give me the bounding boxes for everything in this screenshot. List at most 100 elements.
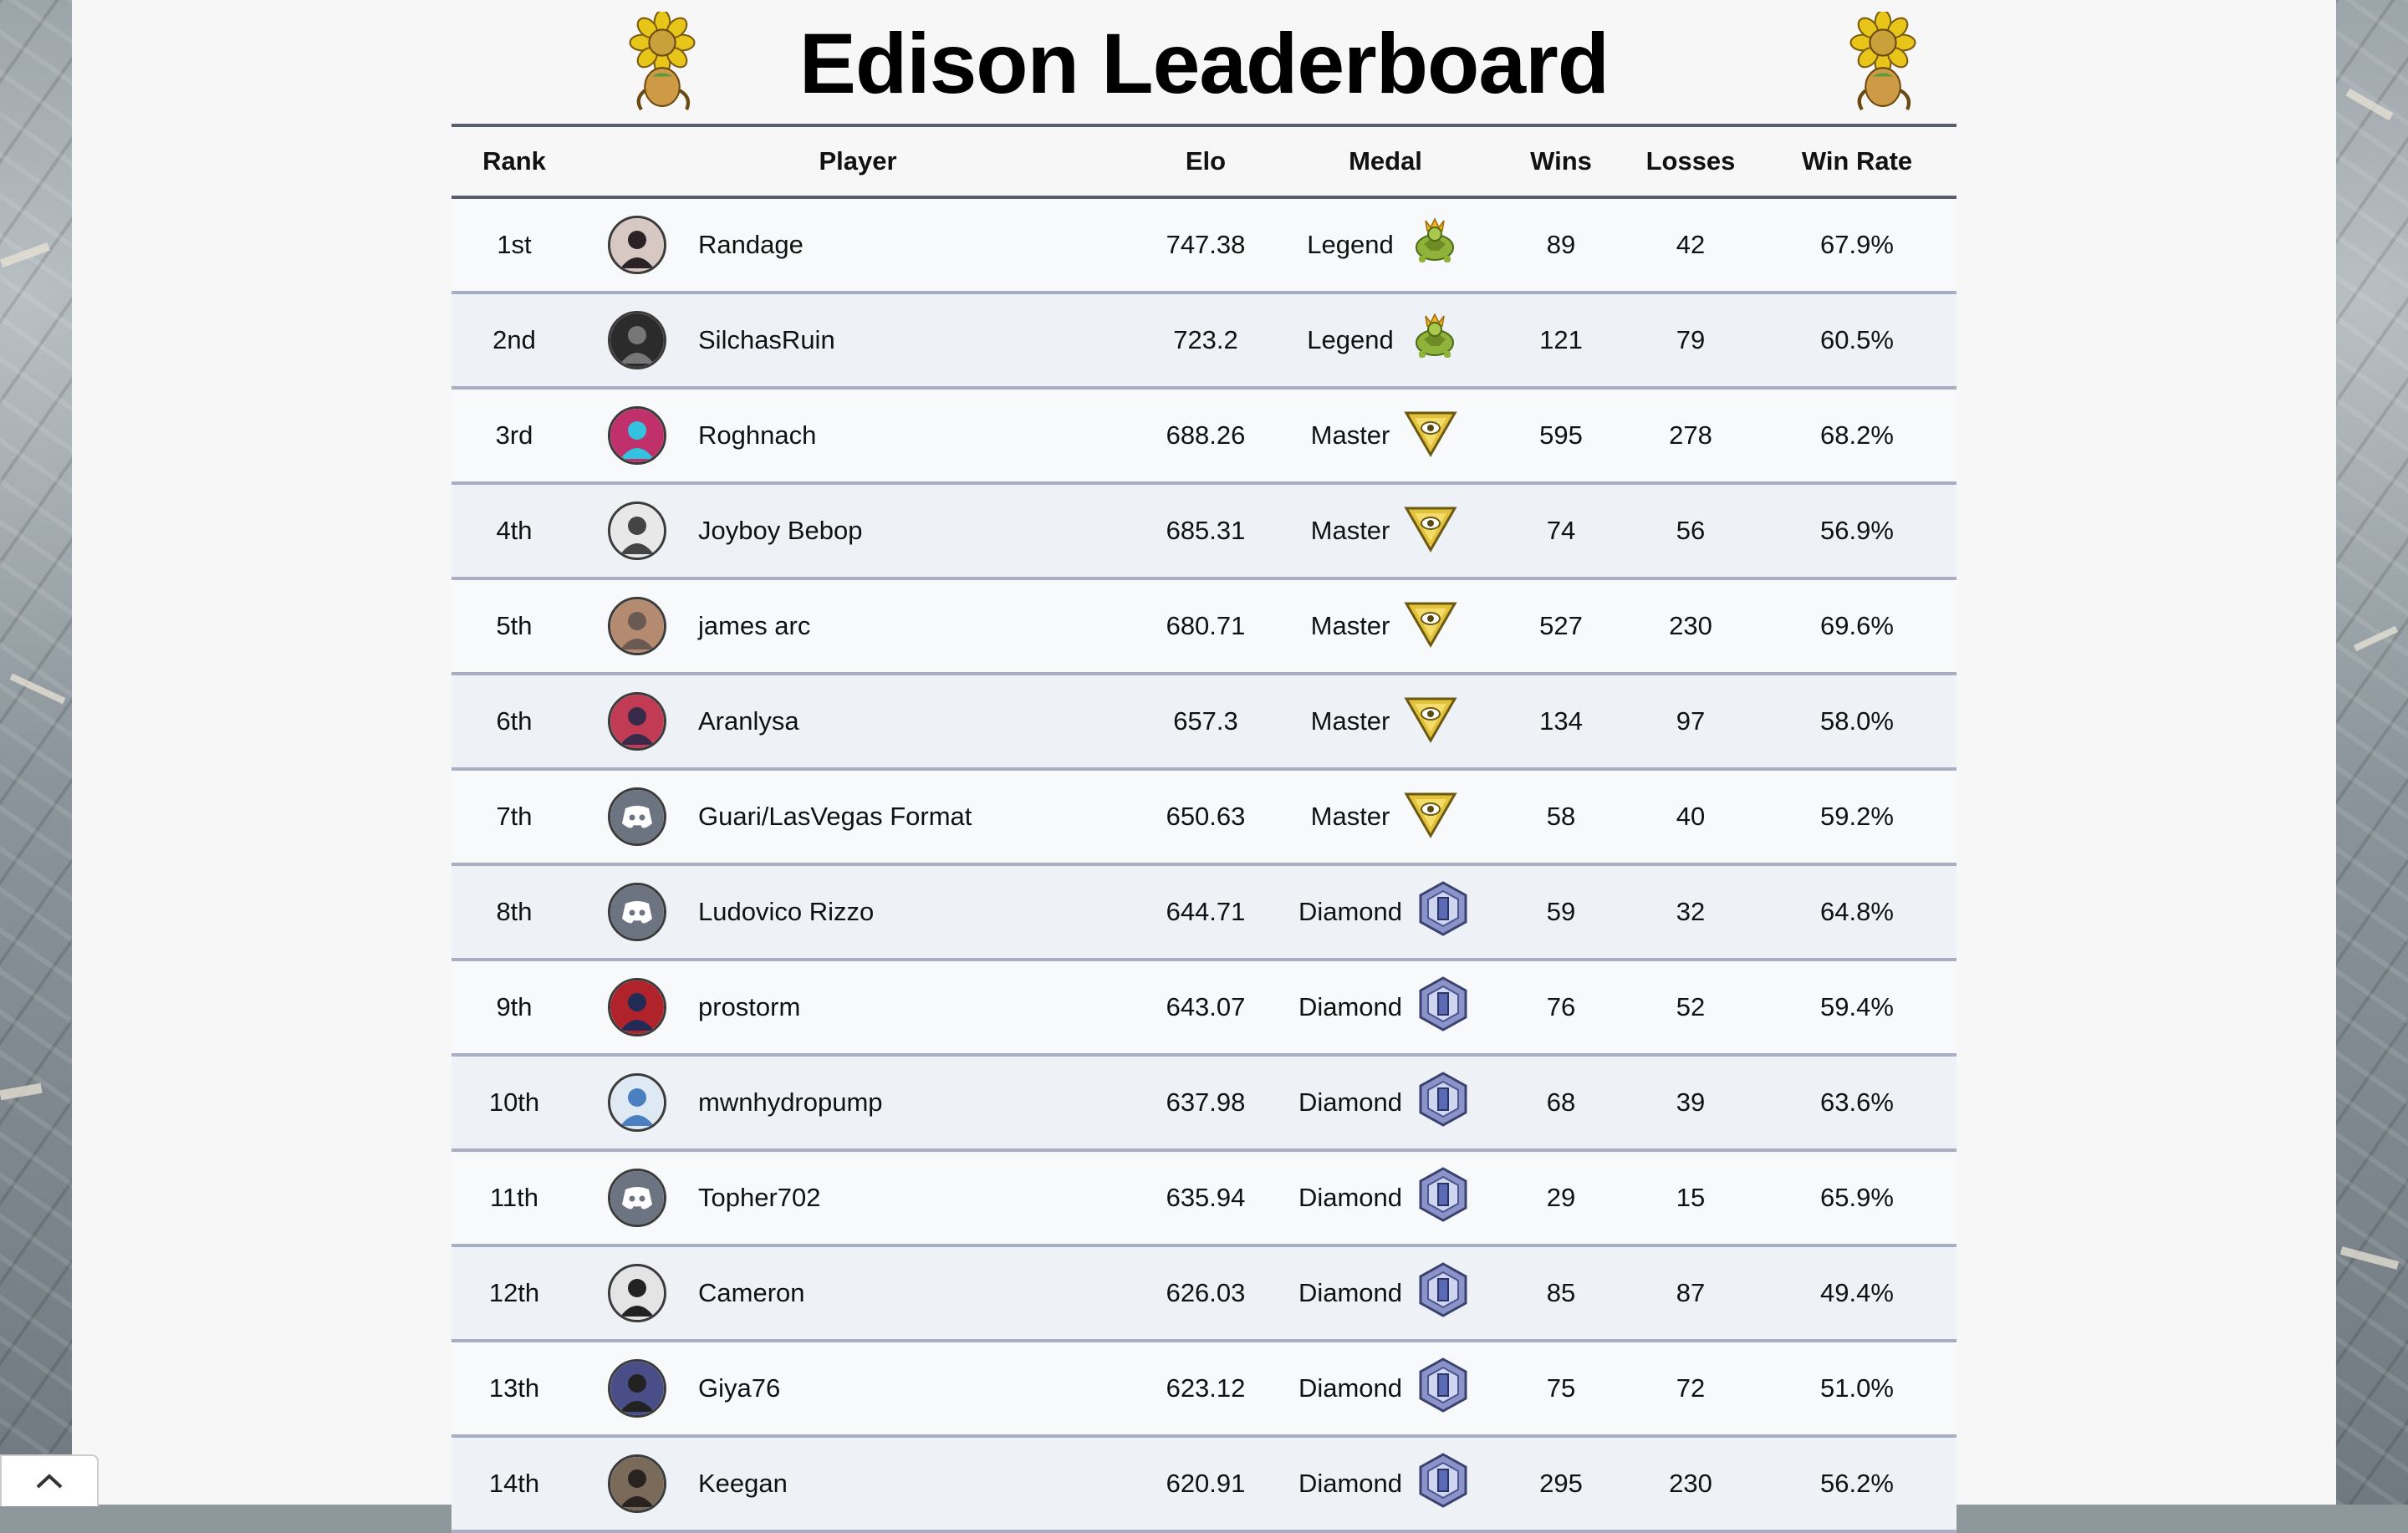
player-name[interactable]: mwnhydropump <box>698 1087 883 1117</box>
avatar[interactable] <box>608 216 666 274</box>
table-row[interactable]: 9th prostorm 643.07 Diamond 76 52 59.4% <box>452 960 1956 1057</box>
diamond-hexagon-icon <box>1414 975 1472 1040</box>
player-cell[interactable]: Giya76 <box>577 1341 1139 1438</box>
table-row[interactable]: 8th Ludovico Rizzo 644.71 Diamond 59 32 64.8% <box>452 864 1956 961</box>
medal-label: Diamond <box>1298 1373 1403 1403</box>
player-cell[interactable]: mwnhydropump <box>577 1055 1139 1152</box>
page-title: Edison Leaderboard <box>798 16 1610 111</box>
wins-cell: 29 <box>1498 1150 1624 1247</box>
table-row[interactable]: 13th Giya76 623.12 Diamond 75 72 51.0% <box>452 1341 1956 1438</box>
sunflower-mascot-icon <box>1849 12 1916 111</box>
player-cell[interactable]: prostorm <box>577 960 1139 1057</box>
medal-cell: Legend <box>1273 293 1498 390</box>
player-cell[interactable]: Keegan <box>577 1436 1139 1533</box>
avatar[interactable] <box>608 502 666 560</box>
medal-cell: Master <box>1273 674 1498 771</box>
medal-label: Master <box>1310 611 1390 640</box>
elo-cell: 623.12 <box>1139 1341 1273 1438</box>
losses-cell: 278 <box>1624 388 1758 485</box>
medal-cell: Legend <box>1273 197 1498 294</box>
player-name[interactable]: Ludovico Rizzo <box>698 897 875 926</box>
rank-cell: 10th <box>452 1055 577 1152</box>
table-row[interactable]: 3rd Roghnach 688.26 Master 595 278 68.2% <box>452 388 1956 485</box>
avatar[interactable] <box>608 311 666 369</box>
column-header-player[interactable]: Player <box>577 124 1139 199</box>
player-name[interactable]: Giya76 <box>698 1373 781 1403</box>
avatar[interactable] <box>608 1073 666 1132</box>
medal-cell: Master <box>1273 769 1498 866</box>
column-header-elo[interactable]: Elo <box>1139 124 1273 199</box>
player-cell[interactable]: SilchasRuin <box>577 293 1139 390</box>
rank-cell: 8th <box>452 864 577 961</box>
wins-cell: 74 <box>1498 483 1624 580</box>
medal-label: Legend <box>1307 230 1394 259</box>
medal-label: Diamond <box>1298 1469 1403 1498</box>
wins-cell: 595 <box>1498 388 1624 485</box>
gold-eye-triangle-icon <box>1401 498 1460 563</box>
losses-cell: 56 <box>1624 483 1758 580</box>
column-header-win-rate[interactable]: Win Rate <box>1758 124 1956 199</box>
leaderboard: Edison Leaderboard <box>452 0 1956 1533</box>
medal-cell: Diamond <box>1273 960 1498 1057</box>
rank-cell: 3rd <box>452 388 577 485</box>
discord-avatar-icon[interactable] <box>608 1169 666 1227</box>
wins-cell: 58 <box>1498 769 1624 866</box>
losses-cell: 72 <box>1624 1341 1758 1438</box>
column-header-medal[interactable]: Medal <box>1273 124 1498 199</box>
diamond-hexagon-icon <box>1414 1070 1472 1135</box>
avatar[interactable] <box>608 406 666 465</box>
elo-cell: 637.98 <box>1139 1055 1273 1152</box>
player-name[interactable]: Cameron <box>698 1278 805 1307</box>
player-name[interactable]: Randage <box>698 230 804 259</box>
player-cell[interactable]: Aranlysa <box>577 674 1139 771</box>
player-cell[interactable]: Ludovico Rizzo <box>577 864 1139 961</box>
medal-cell: Diamond <box>1273 1245 1498 1342</box>
scroll-to-top-button[interactable] <box>0 1454 99 1506</box>
elo-cell: 620.91 <box>1139 1436 1273 1533</box>
gold-eye-triangle-icon <box>1401 784 1460 849</box>
player-name[interactable]: Joyboy Bebop <box>698 516 863 545</box>
table-row[interactable]: 5th james arc 680.71 Master 527 230 69.6% <box>452 578 1956 675</box>
win-rate-cell: 64.8% <box>1758 864 1956 961</box>
table-row[interactable]: 11th Topher702 635.94 Diamond 29 15 65.9% <box>452 1150 1956 1247</box>
losses-cell: 87 <box>1624 1245 1758 1342</box>
table-row[interactable]: 14th Keegan 620.91 Diamond 295 230 56.2% <box>452 1436 1956 1533</box>
player-cell[interactable]: Guari/LasVegas Format <box>577 769 1139 866</box>
avatar[interactable] <box>608 692 666 751</box>
player-name[interactable]: Keegan <box>698 1469 788 1498</box>
table-row[interactable]: 10th mwnhydropump 637.98 Diamond 68 39 63.6% <box>452 1055 1956 1152</box>
avatar[interactable] <box>608 597 666 655</box>
column-header-rank[interactable]: Rank <box>452 124 577 199</box>
player-name[interactable]: Topher702 <box>698 1183 821 1212</box>
player-name[interactable]: Roghnach <box>698 420 817 450</box>
discord-avatar-icon[interactable] <box>608 787 666 846</box>
table-row[interactable]: 1st Randage 747.38 Legend 89 42 67.9% <box>452 197 1956 294</box>
player-cell[interactable]: Cameron <box>577 1245 1139 1342</box>
table-row[interactable]: 12th Cameron 626.03 Diamond 85 87 49.4% <box>452 1245 1956 1342</box>
rank-cell: 6th <box>452 674 577 771</box>
player-cell[interactable]: Randage <box>577 197 1139 294</box>
player-cell[interactable]: james arc <box>577 578 1139 675</box>
table-row[interactable]: 4th Joyboy Bebop 685.31 Master 74 56 56.9% <box>452 483 1956 580</box>
win-rate-cell: 67.9% <box>1758 197 1956 294</box>
player-cell[interactable]: Roghnach <box>577 388 1139 485</box>
player-name[interactable]: prostorm <box>698 992 801 1021</box>
player-name[interactable]: Aranlysa <box>698 706 799 736</box>
table-row[interactable]: 7th Guari/LasVegas Format 650.63 Master 58 40… <box>452 769 1956 866</box>
table-row[interactable]: 6th Aranlysa 657.3 Master 134 97 58.0% <box>452 674 1956 771</box>
column-header-losses[interactable]: Losses <box>1624 124 1758 199</box>
column-header-wins[interactable]: Wins <box>1498 124 1624 199</box>
avatar[interactable] <box>608 1264 666 1322</box>
avatar[interactable] <box>608 978 666 1036</box>
player-name[interactable]: Guari/LasVegas Format <box>698 802 972 831</box>
avatar[interactable] <box>608 1359 666 1418</box>
table-row[interactable]: 2nd SilchasRuin 723.2 Legend 121 79 60.5% <box>452 293 1956 390</box>
player-cell[interactable]: Joyboy Bebop <box>577 483 1139 580</box>
gold-eye-triangle-icon <box>1401 689 1460 754</box>
medal-label: Diamond <box>1298 897 1403 926</box>
player-name[interactable]: SilchasRuin <box>698 325 835 354</box>
player-cell[interactable]: Topher702 <box>577 1150 1139 1247</box>
player-name[interactable]: james arc <box>698 611 811 640</box>
discord-avatar-icon[interactable] <box>608 883 666 941</box>
elo-cell: 635.94 <box>1139 1150 1273 1247</box>
